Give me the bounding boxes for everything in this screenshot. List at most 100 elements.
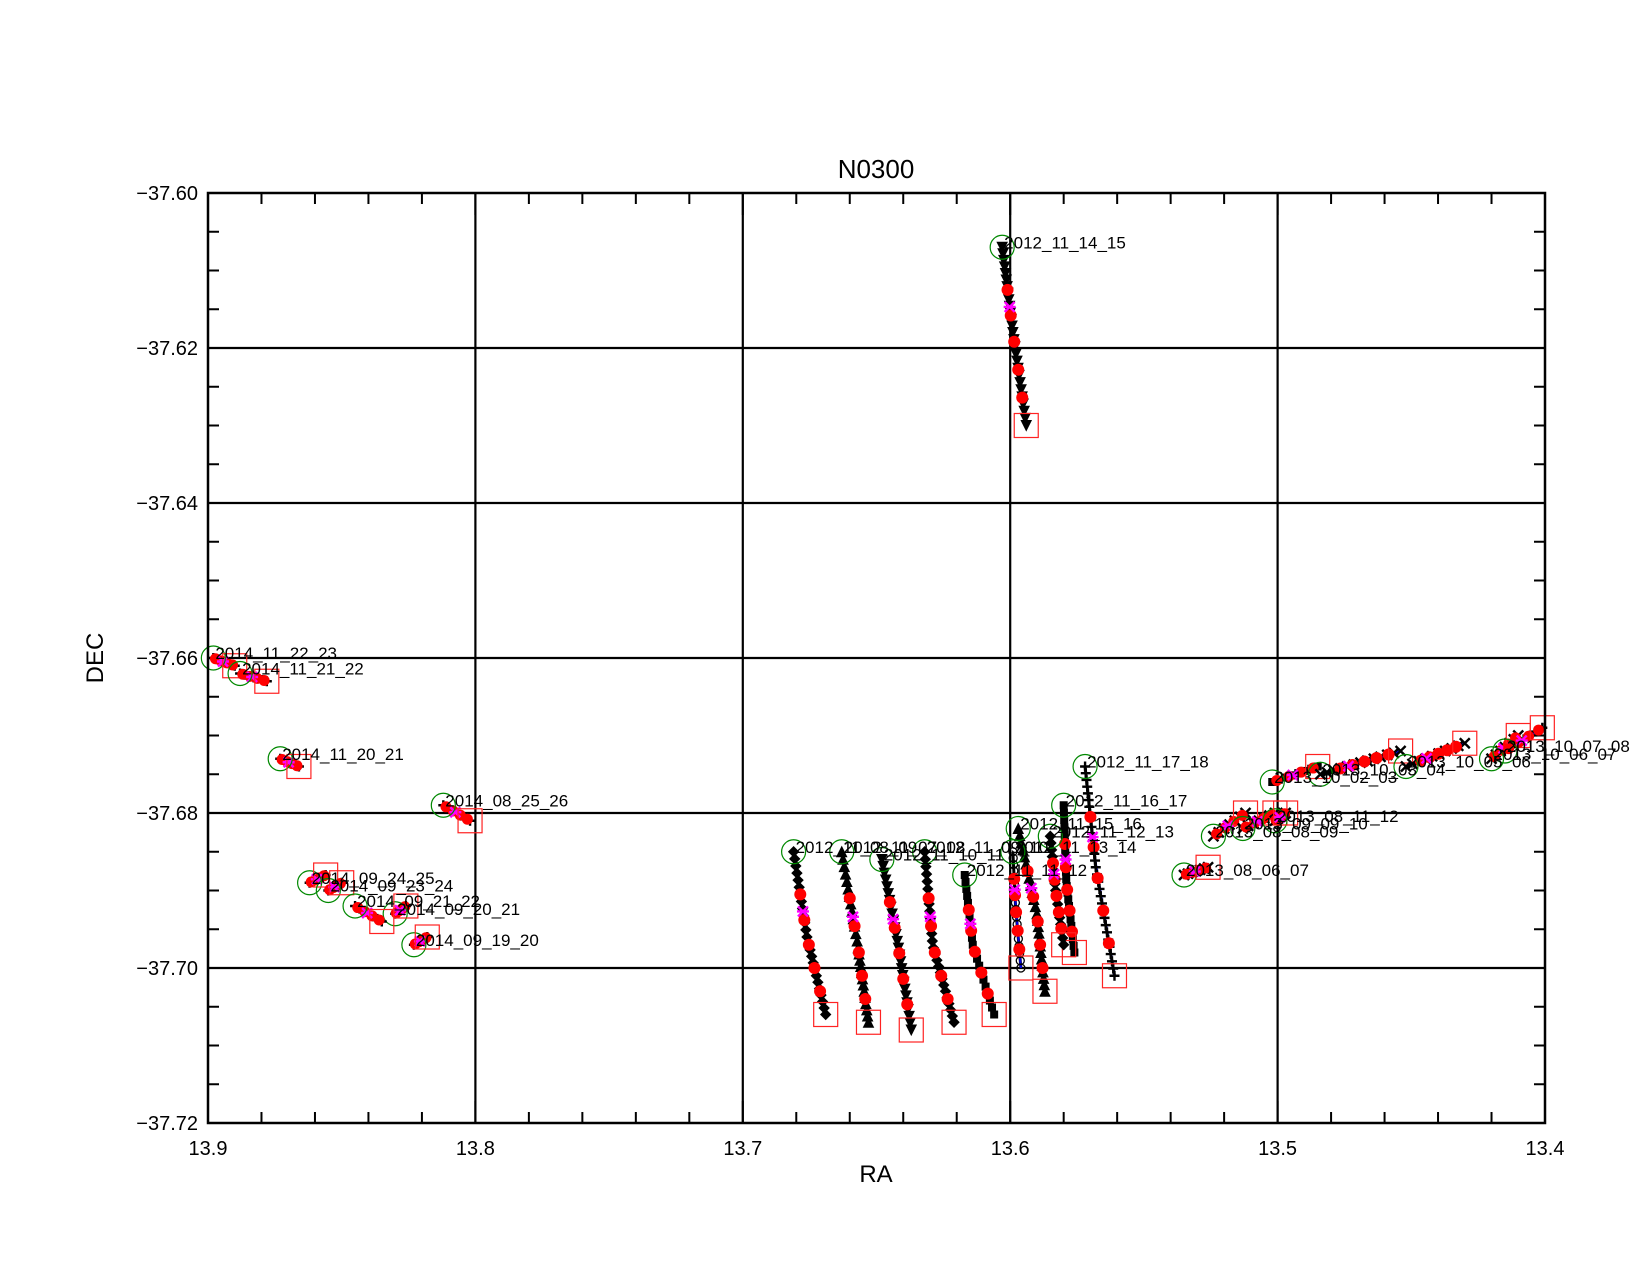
track-marker [997,248,1009,260]
measurement-point [1503,743,1515,755]
track-label: 2014_09_19_20 [416,931,539,950]
track-2013_08_08_09 [1200,800,1259,849]
star-marker [1286,769,1299,781]
track-2012_11_07_08 [829,839,882,1035]
start-marker [315,877,341,904]
track-label: 2013_10_02_03 [1274,768,1397,787]
track-marker [891,935,904,948]
track-marker [879,874,892,887]
start-marker [952,862,978,888]
track-marker [999,267,1012,280]
end-marker [286,753,312,780]
track-marker [895,963,908,975]
start-marker [1262,808,1288,834]
track-label: 2012_11_13_14 [1015,838,1137,857]
star-marker [924,911,937,923]
track-label: 2012_11_16_17 [1066,791,1188,810]
track-label: 2013_08_08_09 [1215,822,1338,841]
track-2014_09_19_20 [401,924,440,958]
measurement-point [814,985,827,998]
start-marker [1000,839,1026,865]
track-marker [1008,859,1019,870]
track-marker [1090,862,1101,873]
measurement-point [1087,841,1100,854]
track-2012_11_12_13 [1037,823,1077,958]
measurement-point [1102,937,1115,950]
track-marker [876,854,888,866]
measurement-point [802,938,815,951]
measurement-point [1358,755,1371,768]
track-marker [965,912,974,921]
track-marker [903,1010,915,1023]
measurement-point [1236,809,1248,821]
y-tick-label: −37.66 [136,648,198,670]
end-marker [941,1009,967,1035]
measurement-point [893,947,906,960]
start-marker [989,234,1015,260]
end-marker [1452,730,1478,756]
track-marker [1106,956,1117,967]
end-marker [254,668,280,694]
track-marker [1069,941,1078,950]
measurement-point [968,945,981,958]
y-tick-label: −37.70 [136,958,198,980]
start-marker [342,893,368,919]
measurement-point [888,921,901,934]
track-label: 2013_10_07_08 [1507,737,1630,756]
x-tick-label: 13.8 [456,1138,495,1160]
track-marker [961,877,970,886]
measurement-point [843,892,856,905]
measurement-point [1001,283,1014,296]
track-label: 2014_11_21_22 [242,660,364,679]
track-marker [979,975,988,984]
track-marker [1108,963,1119,974]
measurement-point [1065,925,1078,938]
star-marker [1188,865,1201,878]
measurement-point [1011,924,1024,937]
star-marker [1342,760,1355,772]
track-marker [998,254,1010,267]
measurement-point [1031,915,1044,928]
track-marker [1321,766,1333,779]
measurement-point [928,946,941,959]
end-marker [1529,715,1555,741]
track-marker [996,241,1008,254]
track-label: 2013_10_03_04 [1322,760,1445,779]
track-2012_11_08_09 [781,839,839,1028]
star-marker [1025,882,1038,895]
measurement-point [935,969,948,982]
end-marker [1013,412,1039,439]
measurement-point [925,920,938,933]
track-label: 2014_11_22_23 [215,644,337,663]
measurement-point [1211,828,1223,840]
track-label: 2013_08_11_12 [1277,807,1399,826]
track-marker [877,860,889,873]
measurement-point [794,888,807,901]
track-marker [1011,355,1023,368]
track-marker [1000,274,1013,287]
start-marker [200,645,226,671]
measurement-point [1046,857,1059,870]
track-marker [1039,985,1051,997]
axis-tick-labels: 13.9 13.8 13.7 13.6 13.5 13.4 −37.72 −37.70 −37.… [136,183,1564,1160]
measurement-point [808,962,821,974]
measurement-point [901,998,914,1011]
end-marker [813,1001,839,1028]
measurement-point [1055,922,1068,935]
end-marker [369,908,395,935]
measurement-point [1008,335,1021,348]
y-tick-label: −37.72 [136,1113,198,1135]
track-label: 2013_10_05_06 [1408,753,1531,772]
track-marker [1102,927,1112,938]
star-marker [1008,883,1021,896]
track-labels: 2012_11_14_15 2012_11_17_18 2012_11_16_17 2… [215,233,1629,950]
track-marker [1059,801,1068,810]
star-marker [393,904,406,917]
start-marker [430,792,456,818]
end-marker [414,924,440,950]
end-marker [1273,800,1299,826]
track-marker [1060,823,1069,832]
measurement-point [981,987,994,1000]
start-marker [227,660,253,687]
track-marker [967,933,976,942]
